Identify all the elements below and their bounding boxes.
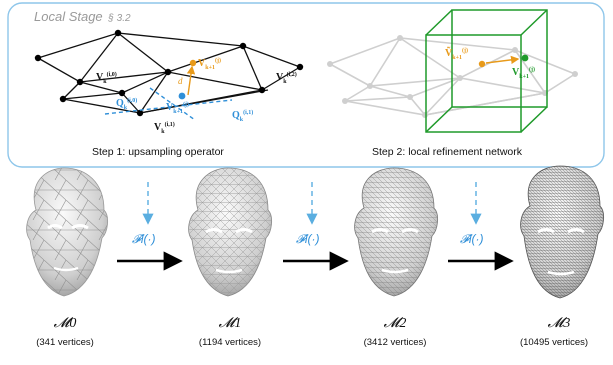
mesh-label-2: 𝓜2: [383, 316, 407, 331]
local-stage-title: Local Stage § 3.2: [34, 9, 131, 24]
vertex-label-q1: Qk(i,1): [232, 109, 253, 123]
face-m0: [26, 167, 108, 297]
refine-start-vertex: [478, 60, 486, 68]
vertex-label-v2: Vk(i,2): [276, 71, 297, 85]
mesh-label-1: 𝓜1: [218, 316, 242, 331]
face-m1: [188, 167, 272, 297]
offset-arrow: [186, 65, 196, 96]
step1-label: Step 1: upsampling operator: [92, 146, 224, 158]
refine-arrow: [485, 55, 520, 65]
refined-vertex: [521, 54, 529, 62]
dashed-arrows: [142, 182, 482, 225]
step2-label: Step 2: local refinement network: [372, 146, 522, 158]
mesh-vertices-2: (3412 vertices): [363, 337, 427, 348]
offset-vertex: [189, 59, 197, 67]
mesh-label-0: 𝓜0: [53, 316, 77, 331]
mesh-vertices-3: (10495 vertices): [519, 337, 589, 348]
face-m3: [520, 165, 604, 299]
vertex-label-tilde: Ṽk+1(j): [445, 47, 468, 61]
upsampling-dashes: [104, 87, 233, 121]
vertex-label-vk1: Vk+1(j): [198, 57, 221, 71]
mesh-vertices-1: (1194 vertices): [198, 337, 262, 348]
refinement-cube: [425, 9, 548, 133]
operator-label-2: 𝓕l(·): [296, 232, 320, 246]
mesh-vertices-0: (341 vertices): [36, 337, 94, 348]
operator-label-3: 𝓕l(·): [460, 232, 484, 246]
local-stage-frame: [7, 2, 605, 168]
vertex-label-q0: Qk(i,0): [116, 97, 137, 111]
vertex-label-v1: Vk(i,1): [154, 121, 175, 135]
step1-vertices: [34, 29, 304, 117]
offset-label-d: d: [178, 76, 183, 86]
new-vertex-point: [178, 92, 186, 100]
face-m2: [354, 167, 438, 297]
operator-label-1: 𝓕l(·): [132, 232, 156, 246]
mesh-label-3: 𝓜3: [547, 316, 571, 331]
